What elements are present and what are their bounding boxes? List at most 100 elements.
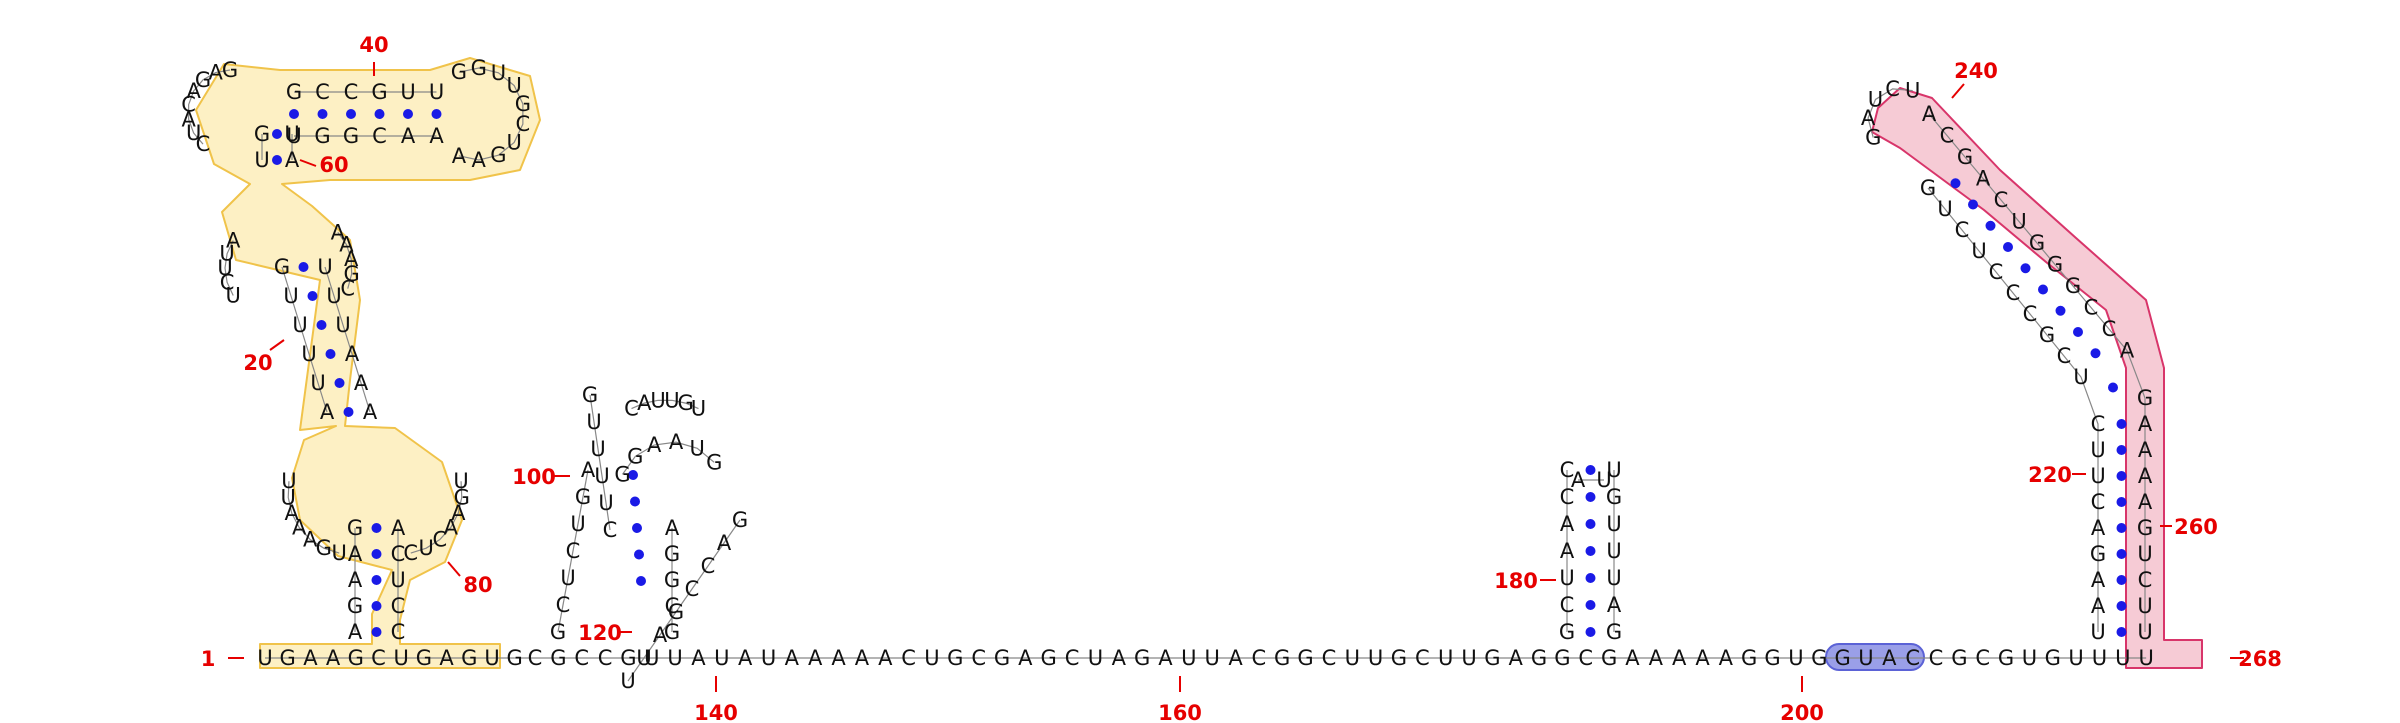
nucleotide-G: G (582, 383, 598, 407)
nucleotide-U: U (1606, 458, 1621, 482)
nucleotide-U: U (506, 130, 521, 154)
nucleotide-C: C (1065, 646, 1080, 670)
backbone-line (1928, 113, 2146, 632)
nucleotide-U: U (2137, 594, 2152, 618)
nucleotide-A: A (1719, 646, 1734, 670)
nucleotide-A: A (581, 458, 596, 482)
nucleotide-C: C (1955, 218, 1970, 242)
nucleotide-U: U (281, 469, 296, 493)
nucleotide-C: C (701, 554, 716, 578)
position-number-1: 1 (201, 647, 216, 671)
nucleotide-G: G (490, 143, 506, 167)
nucleotide-A: A (878, 646, 893, 670)
nucleotide-C: C (181, 93, 196, 117)
nucleotide-A: A (647, 433, 662, 457)
nucleotide-U: U (1606, 512, 1621, 536)
nucleotide-A: A (637, 391, 652, 415)
nucleotide-U: U (2115, 646, 2130, 670)
nucleotide-U: U (2022, 646, 2037, 670)
position-number-60: 60 (319, 153, 348, 177)
base-pair-dot (325, 349, 336, 359)
nucleotide-C: C (433, 527, 448, 551)
nucleotide-A: A (653, 623, 668, 647)
nucleotide-C: C (1560, 485, 1575, 509)
nucleotide-C: C (1929, 646, 1944, 670)
nucleotide-A: A (1672, 646, 1687, 670)
nucleotide-A: A (391, 516, 406, 540)
nucleotide-C: C (315, 80, 330, 104)
nucleotide-G: G (664, 542, 680, 566)
nucleotide-A: A (331, 220, 346, 244)
nucleotide-G: G (1134, 646, 1150, 670)
base-pair-dot (1585, 600, 1596, 610)
highlight-region-yellow (195, 57, 541, 669)
nucleotide-G: G (344, 262, 360, 286)
nucleotide-G: G (1998, 646, 2014, 670)
nucleotide-U: U (2011, 210, 2026, 234)
base-pair-dot (1585, 546, 1596, 556)
nucleotide-U: U (317, 255, 332, 279)
nucleotide-G: G (2090, 542, 2106, 566)
base-pair-dot (307, 291, 318, 301)
base-pair-dot (431, 109, 442, 119)
nucleotide-A: A (2091, 516, 2106, 540)
base-pair-dot (636, 576, 646, 586)
base-pair-dot (374, 109, 385, 119)
nucleotide-U: U (283, 284, 298, 308)
nucleotide-G: G (1274, 646, 1290, 670)
nucleotide-U: U (335, 313, 350, 337)
nucleotide-U: U (1596, 468, 1611, 492)
base-pair-dot (343, 407, 354, 417)
nucleotide-U: U (2137, 620, 2152, 644)
base-pair-dot (1585, 492, 1596, 502)
nucleotide-C: C (2006, 281, 2021, 305)
nucleotide-C: C (1975, 646, 1990, 670)
nucleotide-A: A (855, 646, 870, 670)
nucleotide-G: G (1484, 646, 1500, 670)
nucleotide-U: U (761, 646, 776, 670)
nucleotide-G: G (706, 450, 722, 474)
nucleotide-A: A (439, 646, 454, 670)
nucleotide-G: G (2029, 231, 2045, 255)
nucleotide-C: C (1322, 646, 1337, 670)
nucleotide-A: A (1861, 106, 1876, 130)
nucleotide-G: G (947, 646, 963, 670)
nucleotide-G: G (732, 508, 748, 532)
nucleotide-U: U (1606, 566, 1621, 590)
base-pair-dot (334, 378, 345, 388)
base-pair-dot (2116, 497, 2127, 507)
base-pair-dot (2003, 242, 2013, 252)
nucleotide-A: A (717, 531, 732, 555)
position-ticks (228, 62, 2244, 692)
backbone-line (458, 67, 524, 161)
backbone-line (188, 69, 231, 145)
nucleotide-U: U (1868, 87, 1883, 111)
base-pair-dot (2116, 575, 2127, 585)
nucleotide-C: C (566, 539, 581, 563)
nucleotide-C: C (371, 646, 386, 670)
base-pair-dot (2116, 601, 2127, 611)
nucleotide-U: U (664, 388, 679, 412)
nucleotide-U: U (1088, 646, 1103, 670)
nucleotide-A: A (348, 568, 363, 592)
nucleotide-G: G (994, 646, 1010, 670)
nucleotide-G: G (677, 391, 693, 415)
nucleotide-G: G (620, 646, 636, 670)
nucleotide-U: U (484, 646, 499, 670)
base-pair-dot (371, 549, 382, 559)
nucleotide-G: G (316, 536, 332, 560)
nucleotide-C: C (372, 124, 387, 148)
nucleotide-C: C (685, 577, 700, 601)
highlight-region-blue (1825, 643, 1925, 671)
nucleotide-U: U (286, 124, 301, 148)
nucleotide-A: A (303, 527, 318, 551)
nucleotide-A: A (1607, 593, 1622, 617)
nucleotide-U: U (590, 437, 605, 461)
nucleotide-A: A (1571, 468, 1586, 492)
nucleotide-U: U (419, 536, 434, 560)
base-pair-dots (272, 109, 2127, 637)
nucleotide-G: G (1741, 646, 1757, 670)
nucleotide-A: A (1112, 646, 1127, 670)
nucleotide-A: A (1560, 539, 1575, 563)
nucleotide-G: G (286, 80, 302, 104)
